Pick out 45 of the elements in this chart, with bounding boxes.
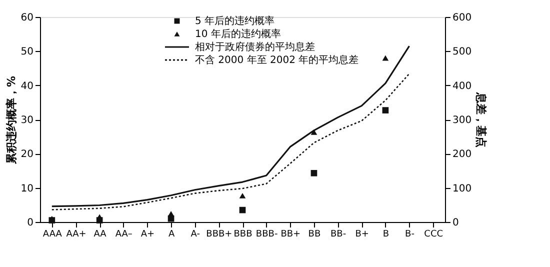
y-tick-label: 60: [20, 12, 34, 24]
x-tick-label: A+: [140, 230, 155, 240]
point: [382, 107, 389, 114]
legend-label: 相对于政府债券的平均息差: [195, 41, 315, 53]
y2-axis-title: 息差，基点: [474, 92, 488, 148]
y2-tick-label: 400: [452, 80, 472, 92]
x-tick-label: BBB+: [206, 230, 232, 240]
point: [96, 214, 103, 220]
point: [239, 206, 246, 214]
x-tick-label: BB-: [330, 230, 346, 240]
point: [382, 55, 389, 61]
legend-label: 不含 2000 年至 2002 年的平均息差: [195, 54, 359, 66]
y-tick-label: 40: [20, 80, 34, 92]
x-tick-label: BBB-: [256, 230, 278, 240]
y-tick-label: 20: [20, 149, 34, 160]
y-tick-label: 50: [20, 46, 34, 58]
x-tick-label: BB: [308, 230, 321, 240]
x-tick-label: A-: [190, 230, 200, 240]
x-tick-label: CCC: [424, 230, 444, 240]
y-tick-label: 10: [20, 183, 34, 194]
legend-label: 10 年后的违约概率: [195, 28, 281, 40]
y2-tick-label: 600: [452, 12, 472, 24]
x-tick-label: A: [168, 230, 176, 240]
x-tick-label: AA: [94, 230, 108, 240]
x-tick-label: BBB: [234, 230, 252, 240]
y2-tick-label: 300: [452, 115, 472, 126]
y2-tick-label: 100: [452, 183, 472, 194]
x-tick-label: B-: [405, 230, 414, 240]
x-tick-label: AAA: [42, 230, 63, 240]
y2-tick-label: 0: [452, 218, 459, 228]
x-tick-label: BB+: [280, 230, 301, 240]
point: [310, 129, 318, 135]
point: [168, 211, 174, 217]
y-tick-label: 30: [20, 115, 34, 126]
x-tick-label: AA+: [66, 230, 86, 240]
x-tick-label: B+: [355, 230, 369, 240]
x-tick-label: B: [382, 230, 390, 240]
x-tick-label: AA–: [115, 230, 133, 240]
y2-tick-label: 500: [452, 46, 472, 58]
y2-tick-label: 200: [452, 149, 472, 160]
point: [239, 192, 246, 198]
point: [310, 170, 318, 176]
legend-label: 5 年后的违约概率: [195, 15, 275, 27]
y-tick-label: 0: [27, 218, 34, 228]
y-axis-title: 累积违约概率，%: [4, 76, 18, 166]
